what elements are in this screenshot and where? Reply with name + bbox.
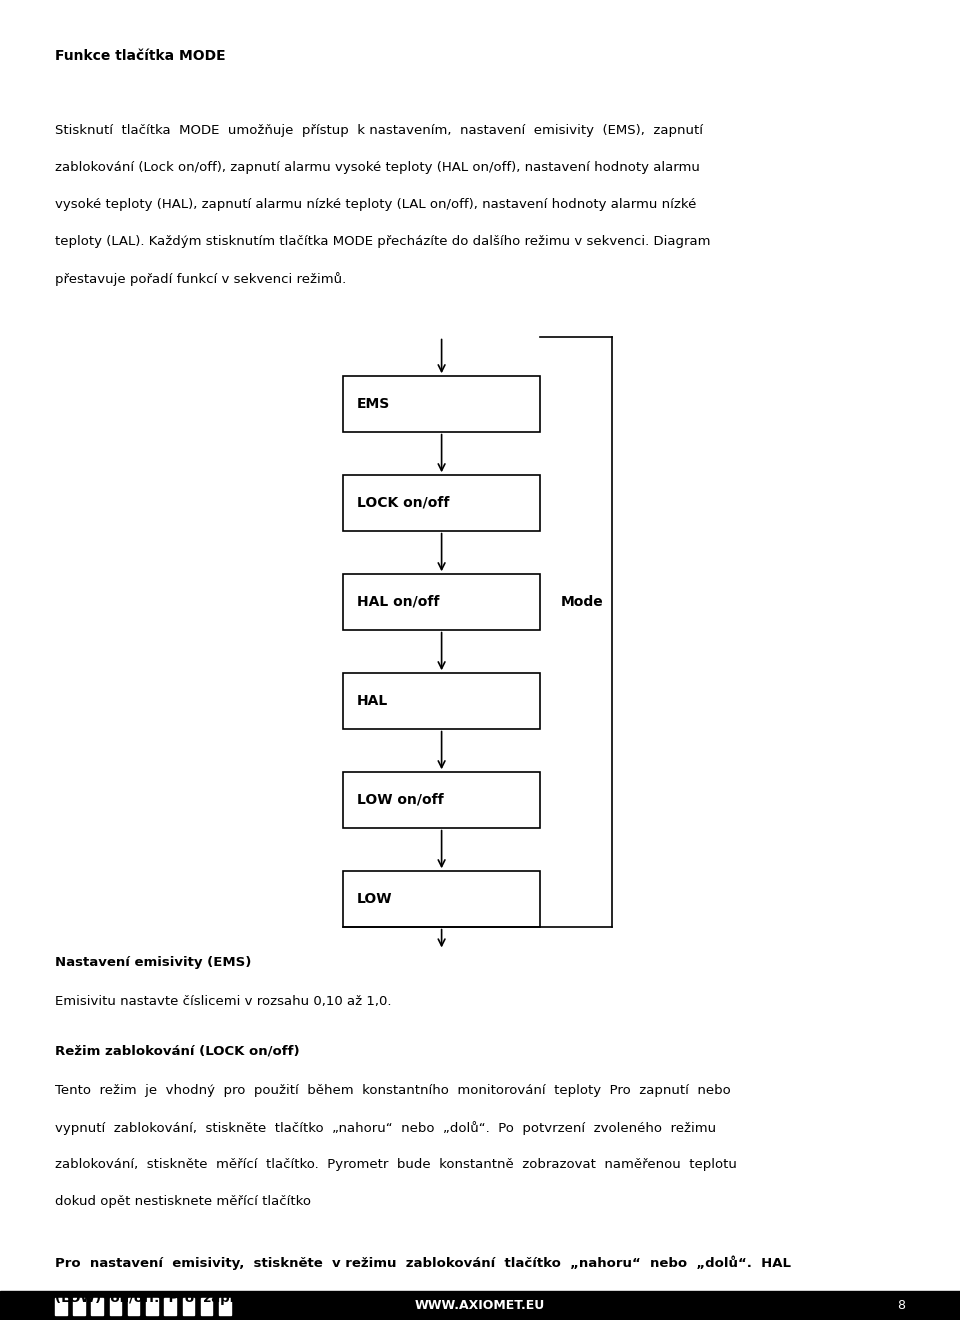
Text: 8: 8 bbox=[897, 1299, 905, 1312]
Text: zablokování,  stiskněte  měřící  tlačítko.  Pyrometr  bude  konstantně  zobrazov: zablokování, stiskněte měřící tlačítko. … bbox=[55, 1158, 737, 1171]
Text: přestavuje pořadí funkcí v sekvenci režimů.: přestavuje pořadí funkcí v sekvenci reži… bbox=[55, 272, 347, 286]
Text: HAL: HAL bbox=[357, 694, 388, 708]
Text: Režim zablokování (LOCK on/off): Režim zablokování (LOCK on/off) bbox=[55, 1044, 300, 1057]
Text: Tento  režim  je  vhodný  pro  použití  během  konstantního  monitorování  teplo: Tento režim je vhodný pro použití během … bbox=[55, 1084, 731, 1097]
Text: vysoké teploty (HAL), zapnutí alarmu nízké teploty (LAL on/off), nastavení hodno: vysoké teploty (HAL), zapnutí alarmu níz… bbox=[55, 198, 696, 211]
FancyBboxPatch shape bbox=[344, 574, 540, 630]
Bar bbox=[146, 1298, 157, 1315]
Text: WWW.AXIOMET.EU: WWW.AXIOMET.EU bbox=[415, 1299, 545, 1312]
FancyBboxPatch shape bbox=[344, 376, 540, 432]
Text: LOW on/off: LOW on/off bbox=[357, 793, 444, 807]
Text: Funkce tlačítka MODE: Funkce tlačítka MODE bbox=[55, 49, 226, 63]
Text: (LOW)  on/off.  Pro  zapnutí  nebo  vypnutí  alarmu  vysoké  (nízké)  teploty,  : (LOW) on/off. Pro zapnutí nebo vypnutí a… bbox=[55, 1292, 766, 1305]
Bar bbox=[182, 1298, 194, 1315]
Bar bbox=[128, 1298, 139, 1315]
Text: Emisivitu nastavte číslicemi v rozsahu 0,10 až 1,0.: Emisivitu nastavte číslicemi v rozsahu 0… bbox=[55, 995, 392, 1008]
Text: Nastavení emisivity (EMS): Nastavení emisivity (EMS) bbox=[55, 956, 252, 969]
Text: Mode: Mode bbox=[561, 595, 604, 609]
Text: Pro  nastavení  emisivity,  stiskněte  v režimu  zablokování  tlačítko  „nahoru“: Pro nastavení emisivity, stiskněte v rež… bbox=[55, 1255, 791, 1270]
Bar bbox=[55, 1298, 66, 1315]
Text: teploty (LAL). Každým stisknutím tlačítka MODE přecházíte do dalšího režimu v se: teploty (LAL). Každým stisknutím tlačítk… bbox=[55, 235, 710, 248]
Bar bbox=[73, 1298, 84, 1315]
Text: LOW: LOW bbox=[357, 892, 392, 906]
Bar bbox=[201, 1298, 212, 1315]
Bar bbox=[219, 1298, 230, 1315]
Bar bbox=[91, 1298, 103, 1315]
Text: LOCK on/off: LOCK on/off bbox=[357, 496, 449, 510]
FancyBboxPatch shape bbox=[344, 871, 540, 927]
Bar bbox=[109, 1298, 121, 1315]
FancyBboxPatch shape bbox=[344, 475, 540, 531]
Text: dokud opět nestisknete měřící tlačítko: dokud opět nestisknete měřící tlačítko bbox=[55, 1195, 311, 1208]
Text: EMS: EMS bbox=[357, 397, 390, 411]
Text: HAL on/off: HAL on/off bbox=[357, 595, 439, 609]
Text: Stisknutí  tlačítka  MODE  umožňuje  přístup  k nastavením,  nastavení  emisivit: Stisknutí tlačítka MODE umožňuje přístup… bbox=[55, 124, 703, 137]
Text: zablokování (Lock on/off), zapnutí alarmu vysoké teploty (HAL on/off), nastavení: zablokování (Lock on/off), zapnutí alarm… bbox=[55, 161, 700, 174]
Text: vypnutí  zablokování,  stiskněte  tlačítko  „nahoru“  nebo  „dolů“.  Po  potvrze: vypnutí zablokování, stiskněte tlačítko … bbox=[55, 1121, 716, 1135]
Bar bbox=[164, 1298, 176, 1315]
Bar bbox=[0, 1291, 960, 1320]
FancyBboxPatch shape bbox=[344, 772, 540, 828]
FancyBboxPatch shape bbox=[344, 673, 540, 729]
